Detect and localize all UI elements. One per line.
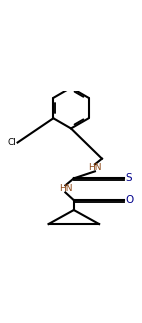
Text: O: O xyxy=(125,195,133,205)
Text: HN: HN xyxy=(88,163,102,172)
Text: Cl: Cl xyxy=(7,138,16,147)
Text: HN: HN xyxy=(59,184,72,193)
Text: S: S xyxy=(125,173,132,183)
